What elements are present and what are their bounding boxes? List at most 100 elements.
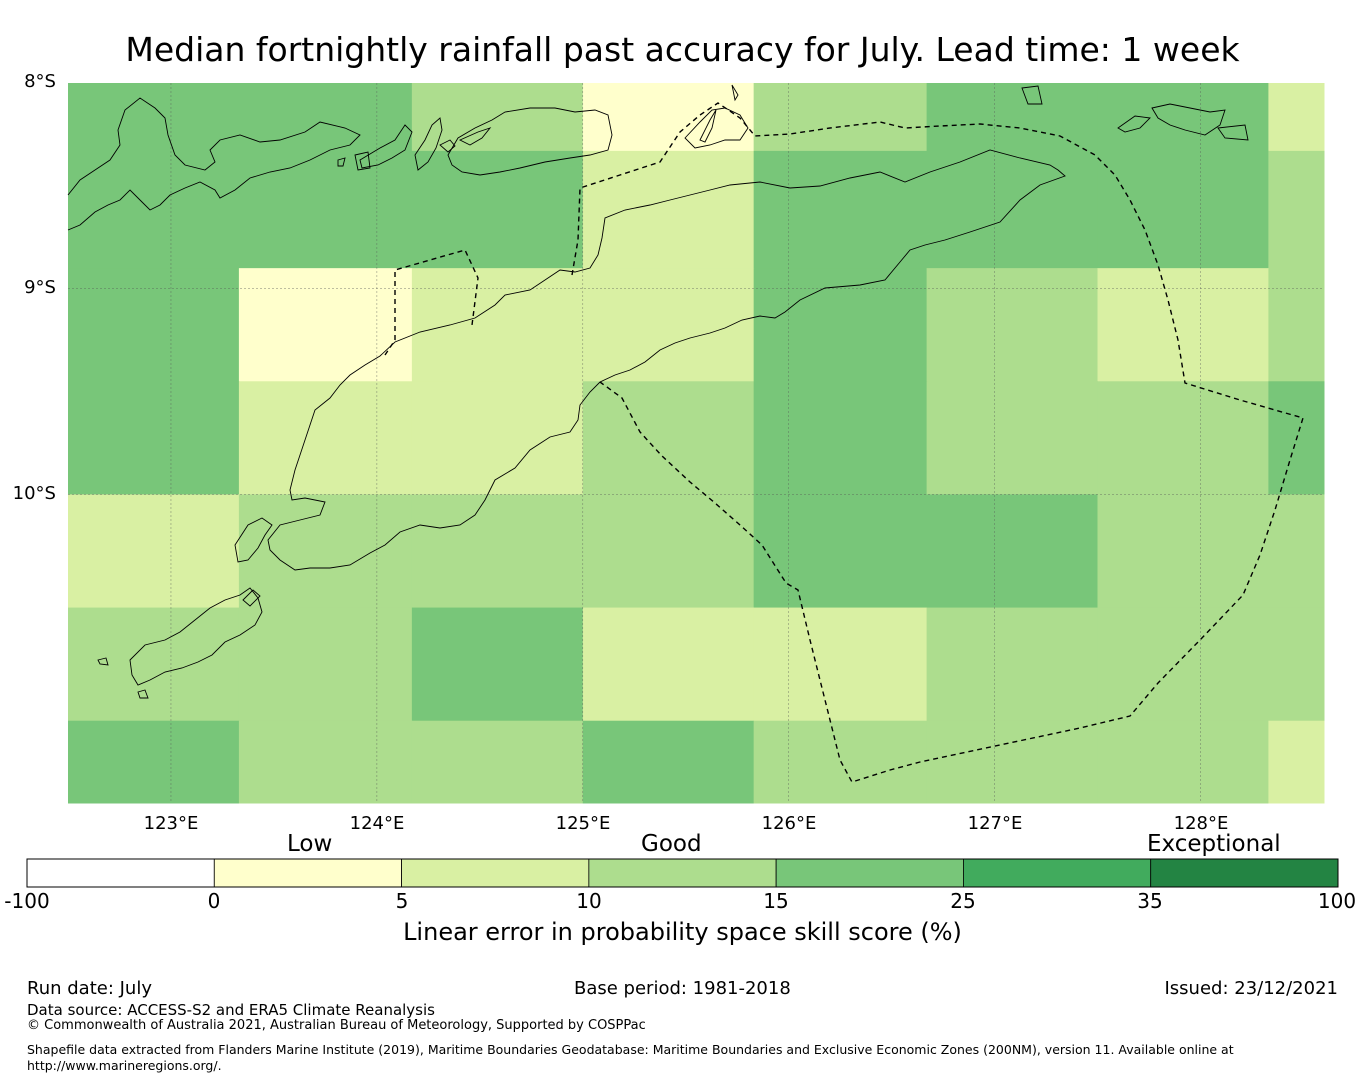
- skill-cell: [411, 720, 584, 804]
- island-coastline: [1217, 124, 1249, 141]
- island-coastline: [458, 127, 492, 146]
- lon-label-127e: 127°E: [967, 813, 1023, 834]
- category-label-exceptional: Exceptional: [1147, 831, 1281, 857]
- eez-boundary-north: [571, 102, 1304, 783]
- skill-cell: [411, 494, 584, 609]
- skill-cell: [926, 150, 1099, 269]
- skill-cell: [238, 268, 413, 382]
- skill-cell: [582, 381, 755, 495]
- skill-cell: [1097, 381, 1269, 495]
- skill-cell: [1097, 268, 1269, 382]
- shapefile-credit: Shapefile data extracted from Flanders M…: [27, 1042, 1234, 1057]
- skill-cell: [238, 150, 413, 269]
- skill-cell: [1268, 720, 1325, 804]
- colorbar-tick: 5: [395, 889, 409, 913]
- skill-cell: [753, 83, 928, 152]
- data-source: Data source: ACCESS-S2 and ERA5 Climate …: [27, 1001, 435, 1019]
- skill-cell: [238, 607, 413, 722]
- colorbar-tick: 25: [950, 889, 976, 913]
- skill-cell: [582, 494, 755, 609]
- skill-cell: [411, 607, 584, 722]
- skill-cell: [68, 150, 240, 269]
- island-coastline: [137, 689, 149, 699]
- colorbar-tick: -100: [4, 889, 50, 913]
- skill-cell: [926, 720, 1099, 804]
- colorbar-segment: [963, 858, 1152, 888]
- shapefile-url: http://www.marineregions.org/.: [27, 1058, 222, 1073]
- skill-cell: [238, 494, 413, 609]
- skill-cell: [1268, 83, 1325, 152]
- copyright: © Commonwealth of Australia 2021, Austra…: [27, 1018, 646, 1033]
- skill-cell: [238, 83, 413, 152]
- colorbar-segment: [401, 858, 590, 888]
- skill-cell: [68, 494, 240, 609]
- coastline: [67, 84, 1249, 699]
- lon-label-123e: 123°E: [143, 813, 199, 834]
- colorbar-tick: 15: [763, 889, 789, 913]
- island-coastline: [1021, 85, 1043, 105]
- lon-label-124e: 124°E: [349, 813, 405, 834]
- island-coastline: [1117, 115, 1151, 133]
- chart-title: Median fortnightly rainfall past accurac…: [125, 30, 1240, 69]
- skill-cell: [926, 494, 1099, 609]
- colorbar-tick: 0: [207, 889, 221, 913]
- rote-coastline: [234, 517, 273, 563]
- skill-cell: [1097, 83, 1269, 152]
- colorbar-segment: [1150, 858, 1339, 888]
- flores-coastline: [67, 97, 361, 231]
- island-coastline: [337, 157, 346, 167]
- skill-cell: [1097, 150, 1269, 269]
- colorbar: [26, 858, 1339, 888]
- eez-boundary-oecusse: [384, 249, 479, 356]
- skill-cell: [68, 720, 240, 804]
- lon-label-128e: 128°E: [1173, 813, 1229, 834]
- skill-cell: [926, 83, 1099, 152]
- colorbar-frame: [26, 858, 1339, 888]
- island-coastline: [731, 84, 739, 102]
- lat-label-9s: 9°S: [24, 277, 56, 298]
- colorbar-tick: 35: [1137, 889, 1163, 913]
- atauro-coastline: [699, 109, 717, 143]
- island-coastline: [414, 117, 443, 171]
- lat-label-8s: 8°S: [24, 71, 56, 92]
- skill-cell: [926, 268, 1099, 382]
- category-label-low: Low: [287, 831, 333, 857]
- colorbar-segment: [213, 858, 402, 888]
- colorbar-segment: [775, 858, 964, 888]
- skill-cell: [238, 720, 413, 804]
- alor-coastline: [447, 107, 613, 176]
- skill-cell: [1268, 268, 1325, 382]
- island-coastline: [354, 151, 371, 171]
- skill-cell: [1097, 720, 1269, 804]
- island-coastline: [97, 657, 109, 666]
- skill-cell: [411, 150, 584, 269]
- sawu-coastline: [129, 587, 263, 686]
- skill-cell: [1268, 150, 1325, 269]
- skill-cell: [411, 268, 584, 382]
- eez-boundary: [384, 102, 1304, 783]
- skill-cell: [238, 381, 413, 495]
- skill-cell: [68, 607, 240, 722]
- base-period: Base period: 1981-2018: [574, 978, 791, 999]
- skill-cell: [753, 268, 928, 382]
- wetar-coastline: [684, 107, 749, 149]
- colorbar-segment: [26, 858, 215, 888]
- category-label-good: Good: [641, 831, 702, 857]
- skill-cell: [582, 268, 755, 382]
- island-coastline: [1151, 103, 1226, 136]
- lon-label-125e: 125°E: [555, 813, 611, 834]
- colorbar-tick: 100: [1317, 889, 1357, 913]
- colorbar-title: Linear error in probability space skill …: [403, 918, 962, 946]
- timor-coastline: [267, 149, 1066, 571]
- lon-label-126e: 126°E: [761, 813, 817, 834]
- skill-cell: [753, 607, 928, 722]
- lat-label-10s: 10°S: [12, 483, 56, 504]
- skill-cell: [411, 381, 584, 495]
- skill-cell: [1097, 607, 1269, 722]
- skill-cell: [582, 720, 755, 804]
- colorbar-segment: [588, 858, 777, 888]
- skill-cell: [753, 150, 928, 269]
- skill-cell: [68, 83, 240, 152]
- skill-cell: [411, 83, 584, 152]
